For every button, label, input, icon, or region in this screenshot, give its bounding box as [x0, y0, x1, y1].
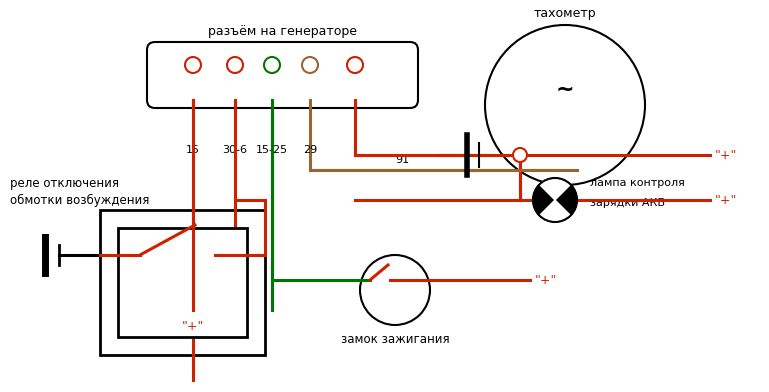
Circle shape — [347, 57, 363, 73]
Polygon shape — [539, 200, 571, 222]
Text: "+": "+" — [181, 320, 205, 333]
Text: разъём на генераторе: разъём на генераторе — [208, 25, 357, 38]
Polygon shape — [539, 178, 571, 200]
Text: 15: 15 — [186, 145, 200, 155]
Circle shape — [513, 148, 527, 162]
Circle shape — [485, 25, 645, 185]
Text: реле отключения: реле отключения — [10, 177, 119, 190]
Bar — [100, 210, 265, 355]
Text: 15-25: 15-25 — [256, 145, 288, 155]
Circle shape — [264, 57, 280, 73]
Text: лампа контроля: лампа контроля — [590, 178, 685, 188]
Text: замок зажигания: замок зажигания — [341, 333, 449, 346]
FancyBboxPatch shape — [147, 42, 418, 108]
Text: ~: ~ — [556, 80, 574, 100]
Circle shape — [533, 178, 577, 222]
Text: "+": "+" — [715, 149, 737, 162]
Text: 29: 29 — [303, 145, 317, 155]
Text: тахометр: тахометр — [534, 7, 596, 20]
Text: 91: 91 — [395, 155, 409, 165]
Text: "+": "+" — [715, 194, 737, 207]
Text: 30-6: 30-6 — [222, 145, 248, 155]
Circle shape — [360, 255, 430, 325]
Circle shape — [185, 57, 201, 73]
Text: "+": "+" — [535, 274, 558, 287]
Circle shape — [302, 57, 318, 73]
Bar — [118, 228, 247, 337]
Text: зарядки АКБ: зарядки АКБ — [590, 198, 665, 208]
Text: обмотки возбуждения: обмотки возбуждения — [10, 194, 149, 207]
Circle shape — [227, 57, 243, 73]
